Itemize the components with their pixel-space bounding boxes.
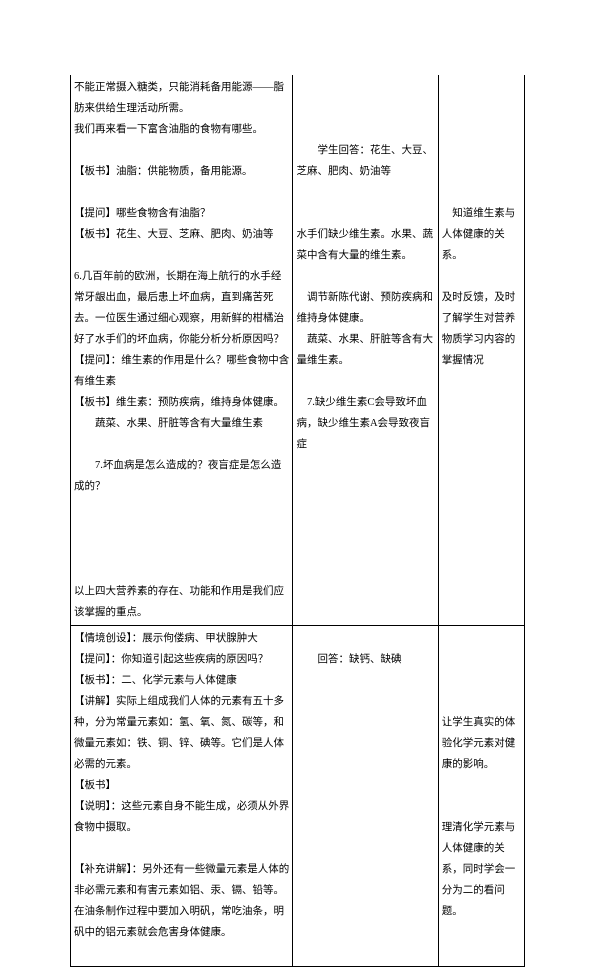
table-row: 不能正常摄入糖类，只能消耗备用能源——脂肪来供给生理活动所需。 我们再来看一下富… <box>71 75 525 626</box>
text: 回答：缺钙、缺碘 <box>296 649 434 670</box>
text: 【提问】：维生素的作用是什么？哪些食物中含有维生素 <box>74 350 289 392</box>
text: 【板书】花生、大豆、芝麻、肥肉、奶油等 <box>74 224 289 245</box>
cell-student-activity: 回答：缺钙、缺碘 <box>293 626 438 967</box>
text: 【板书】油脂：供能物质，备用能源。 <box>74 161 289 182</box>
cell-teacher-activity: 不能正常摄入糖类，只能消耗备用能源——脂肪来供给生理活动所需。 我们再来看一下富… <box>71 75 293 626</box>
cell-design-intent: 让学生真实的体验化学元素对健康的影响。 理清化学元素与人体健康的关系，同时学会一… <box>438 626 524 967</box>
text: 我们再来看一下富含油脂的食物有哪些。 <box>74 119 289 140</box>
text: 7.坏血病是怎么造成的？夜盲症是怎么造成的？ <box>74 455 289 497</box>
text: 【板书】维生素：预防疾病，维持身体健康。 <box>74 392 289 413</box>
text: 7.缺少维生素C会导致坏血病，缺少维生素A会导致夜盲症 <box>296 392 434 455</box>
cell-student-activity: 学生回答：花生、大豆、芝麻、肥肉、奶油等 水手们缺少维生素。水果、蔬菜中含有大量… <box>293 75 438 626</box>
text: 及时反馈，及时了解学生对营养物质学习内容的掌握情况 <box>442 287 521 371</box>
text: 【提问】哪些食物含有油脂？ <box>74 203 289 224</box>
text: 学生回答：花生、大豆、芝麻、肥肉、奶油等 <box>296 140 434 182</box>
text: 【讲解】实际上组成我们人体的元素有五十多种，分为常量元素如：氢、氧、氮、碳等，和… <box>74 691 289 775</box>
table-row: 【情境创设】：展示佝偻病、甲状腺肿大 【提问】：你知道引起这些疾病的原因吗？ 【… <box>71 626 525 967</box>
cell-design-intent: 知道维生素与人体健康的关系。 及时反馈，及时了解学生对营养物质学习内容的掌握情况 <box>438 75 524 626</box>
text: 6.几百年前的欧洲，长期在海上航行的水手经常牙龈出血，最后患上坏血病，直到痛苦死… <box>74 266 289 350</box>
text: 不能正常摄入糖类，只能消耗备用能源——脂肪来供给生理活动所需。 <box>74 77 289 119</box>
lesson-plan-table: 不能正常摄入糖类，只能消耗备用能源——脂肪来供给生理活动所需。 我们再来看一下富… <box>70 75 525 967</box>
text: 【提问】：你知道引起这些疾病的原因吗？ <box>74 649 289 670</box>
text: 理清化学元素与人体健康的关系，同时学会一分为二的看问题。 <box>442 817 521 922</box>
text: 调节新陈代谢、预防疾病和维持身体健康。 <box>296 287 434 329</box>
text: 【板书】 <box>74 775 289 796</box>
cell-teacher-activity: 【情境创设】：展示佝偻病、甲状腺肿大 【提问】：你知道引起这些疾病的原因吗？ 【… <box>71 626 293 967</box>
text: 知道维生素与人体健康的关系。 <box>442 203 521 266</box>
text: 【说明】：这些元素自身不能生成，必须从外界食物中摄取。 <box>74 796 289 838</box>
text: 水手们缺少维生素。水果、蔬菜中含有大量的维生素。 <box>296 224 434 266</box>
text: 【板书】：二、化学元素与人体健康 <box>74 670 289 691</box>
text: 蔬菜、水果、肝脏等含有大量维生素 <box>74 413 289 434</box>
text: 让学生真实的体验化学元素对健康的影响。 <box>442 712 521 775</box>
text: 【情境创设】：展示佝偻病、甲状腺肿大 <box>74 628 289 649</box>
text: 蔬菜、水果、肝脏等含有大量维生素。 <box>296 329 434 371</box>
text: 以上四大营养素的存在、功能和作用是我们应该掌握的重点。 <box>74 581 289 623</box>
text: 【补充讲解】：另外还有一些微量元素是人体的非必需元素和有害元素如铝、汞、镉、铅等… <box>74 859 289 943</box>
